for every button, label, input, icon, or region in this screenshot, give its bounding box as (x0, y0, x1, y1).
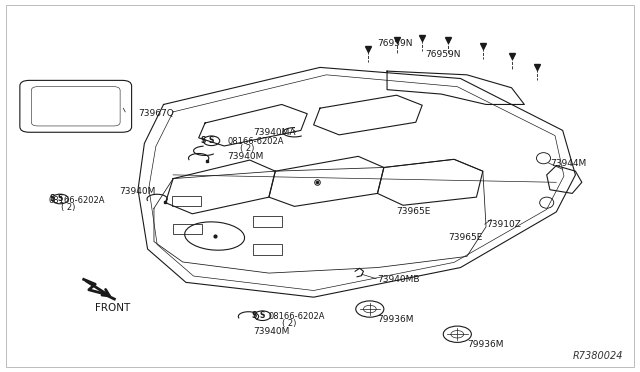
Text: 79936M: 79936M (467, 340, 504, 349)
Bar (172, 196, 200, 206)
Text: 73940MA: 73940MA (253, 128, 296, 137)
Text: S: S (49, 195, 54, 203)
Text: 73965E: 73965E (448, 233, 482, 243)
Bar (253, 217, 282, 227)
Text: S: S (200, 136, 206, 145)
Circle shape (254, 311, 271, 321)
Text: FRONT: FRONT (95, 302, 130, 312)
Text: 76959N: 76959N (426, 50, 461, 59)
Text: S: S (209, 136, 214, 145)
Text: ( 2): ( 2) (61, 203, 76, 212)
Text: 73940M: 73940M (253, 327, 289, 336)
Bar (253, 244, 282, 254)
Text: R7380024: R7380024 (573, 351, 623, 361)
Text: 73967Q: 73967Q (138, 109, 173, 118)
Bar (173, 224, 202, 234)
Text: S: S (58, 195, 63, 203)
Text: 08166-6202A: 08166-6202A (227, 137, 284, 146)
Text: 73944M: 73944M (550, 159, 586, 168)
Text: ( 2): ( 2) (240, 144, 255, 153)
Text: 76959N: 76959N (378, 39, 413, 48)
Text: ( 2): ( 2) (282, 320, 296, 328)
Text: S: S (260, 311, 265, 320)
Circle shape (203, 136, 220, 145)
Text: 73910Z: 73910Z (486, 221, 521, 230)
Text: 73940M: 73940M (227, 152, 264, 161)
Circle shape (52, 194, 68, 204)
Text: 08166-6202A: 08166-6202A (269, 312, 325, 321)
Text: 08166-6202A: 08166-6202A (49, 196, 105, 205)
Text: 73965E: 73965E (397, 208, 431, 217)
Text: 79936M: 79936M (378, 315, 414, 324)
Text: 73940MB: 73940MB (378, 275, 420, 284)
Text: S: S (252, 311, 257, 320)
Text: 73940M: 73940M (119, 187, 156, 196)
